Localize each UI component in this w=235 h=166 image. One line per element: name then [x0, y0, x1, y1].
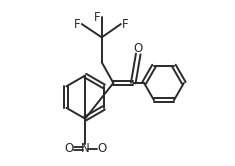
- Text: F: F: [74, 18, 81, 31]
- Text: O: O: [64, 142, 73, 155]
- Text: F: F: [122, 18, 128, 31]
- Text: F: F: [94, 11, 101, 24]
- Text: O: O: [134, 42, 143, 55]
- Text: O: O: [97, 142, 106, 155]
- Text: N: N: [81, 142, 90, 155]
